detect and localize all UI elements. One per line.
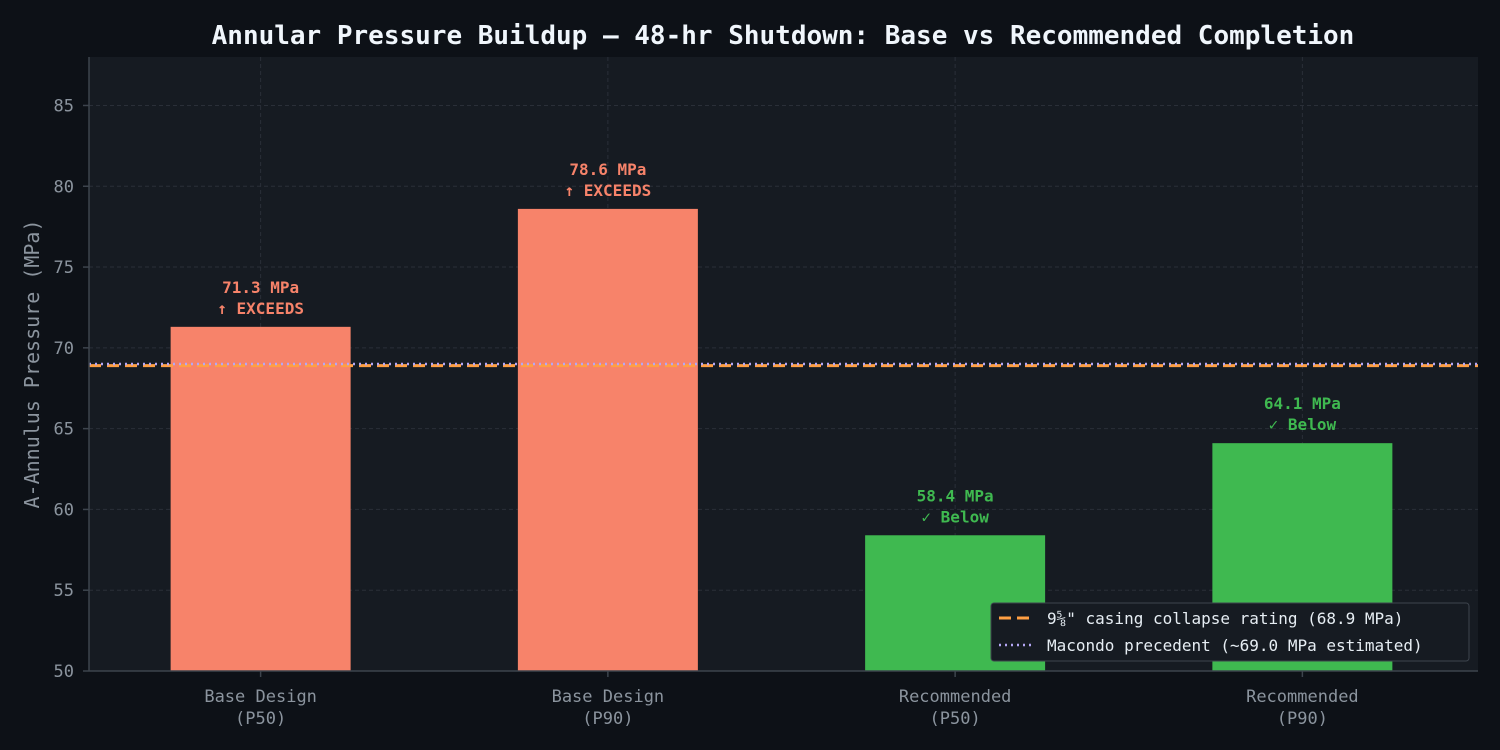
y-tick-label: 50 [54, 662, 74, 682]
legend: 9⅝" casing collapse rating (68.9 MPa) Ma… [990, 602, 1470, 662]
x-tick-label-sub: (P90) [582, 709, 633, 729]
x-tick-label-sub: (P50) [235, 709, 286, 729]
y-tick-label: 60 [54, 500, 74, 520]
y-tick-label: 65 [54, 420, 74, 440]
x-tick-label-sub: (P50) [930, 709, 981, 729]
x-tick-label: Recommended [899, 687, 1012, 707]
legend-label-collapse-rating: 9⅝" casing collapse rating (68.9 MPa) [1047, 609, 1403, 628]
bar-1 [170, 326, 351, 671]
y-tick-label: 75 [54, 258, 74, 278]
y-tick-label: 85 [54, 96, 74, 116]
bar-status-label: ↑ EXCEEDS [565, 181, 652, 200]
bar-status-label: ✓ Below [1269, 415, 1337, 434]
y-tick-label: 80 [54, 177, 74, 197]
bar-2 [517, 208, 698, 671]
legend-label-macondo: Macondo precedent (~69.0 MPa estimated) [1047, 636, 1423, 655]
bar-value-label: 71.3 MPa [222, 278, 299, 297]
reference-lines [89, 362, 1478, 368]
legend-box [990, 602, 1470, 662]
y-axis-label: A-Annulus Pressure (MPa) [20, 220, 44, 509]
x-tick-label-sub: (P90) [1277, 709, 1328, 729]
bar-value-label: 64.1 MPa [1264, 394, 1341, 413]
bar-status-label: ↑ EXCEEDS [217, 299, 304, 318]
x-tick-label: Base Design [204, 687, 317, 707]
bar-value-label: 78.6 MPa [569, 160, 646, 179]
y-tick-label: 70 [54, 339, 74, 359]
y-tick-label: 55 [54, 581, 74, 601]
chart-title: Annular Pressure Buildup — 48-hr Shutdow… [212, 21, 1355, 51]
x-tick-label: Recommended [1246, 687, 1359, 707]
bar-labels: 71.3 MPa ↑ EXCEEDS 78.6 MPa ↑ EXCEEDS 58.4 M… [217, 160, 1341, 526]
x-tick-label: Base Design [552, 687, 665, 707]
bar-status-label: ✓ Below [921, 507, 989, 526]
bar-value-label: 58.4 MPa [917, 486, 994, 505]
